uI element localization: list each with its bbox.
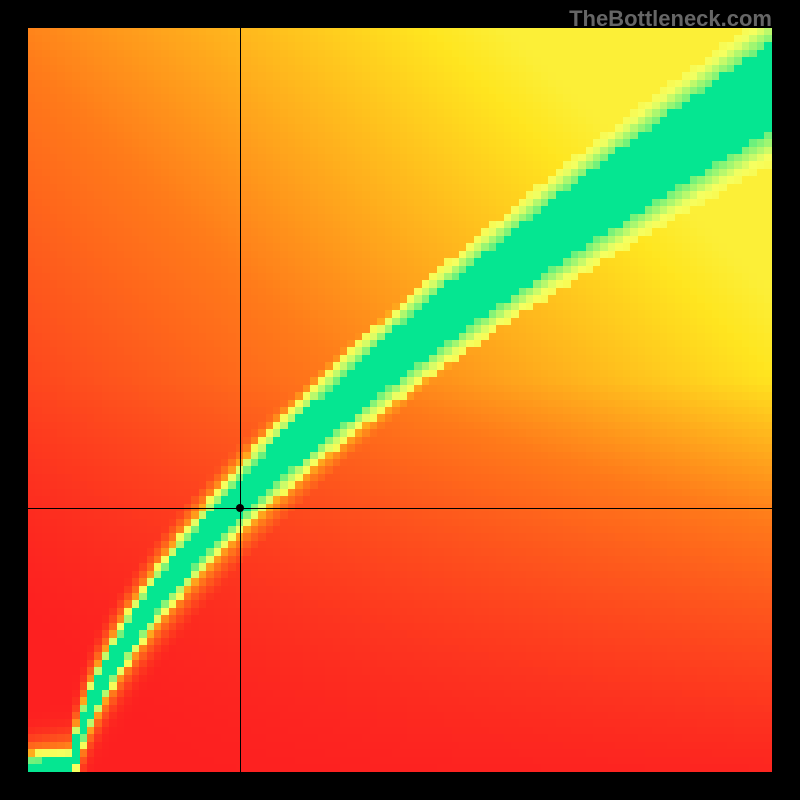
crosshair-horizontal xyxy=(28,508,772,509)
heatmap-plot xyxy=(28,28,772,772)
watermark-text: TheBottleneck.com xyxy=(569,6,772,32)
chart-container: { "watermark": "TheBottleneck.com", "plo… xyxy=(0,0,800,800)
crosshair-vertical xyxy=(240,28,241,772)
crosshair-marker xyxy=(236,504,244,512)
heatmap-canvas xyxy=(28,28,772,772)
